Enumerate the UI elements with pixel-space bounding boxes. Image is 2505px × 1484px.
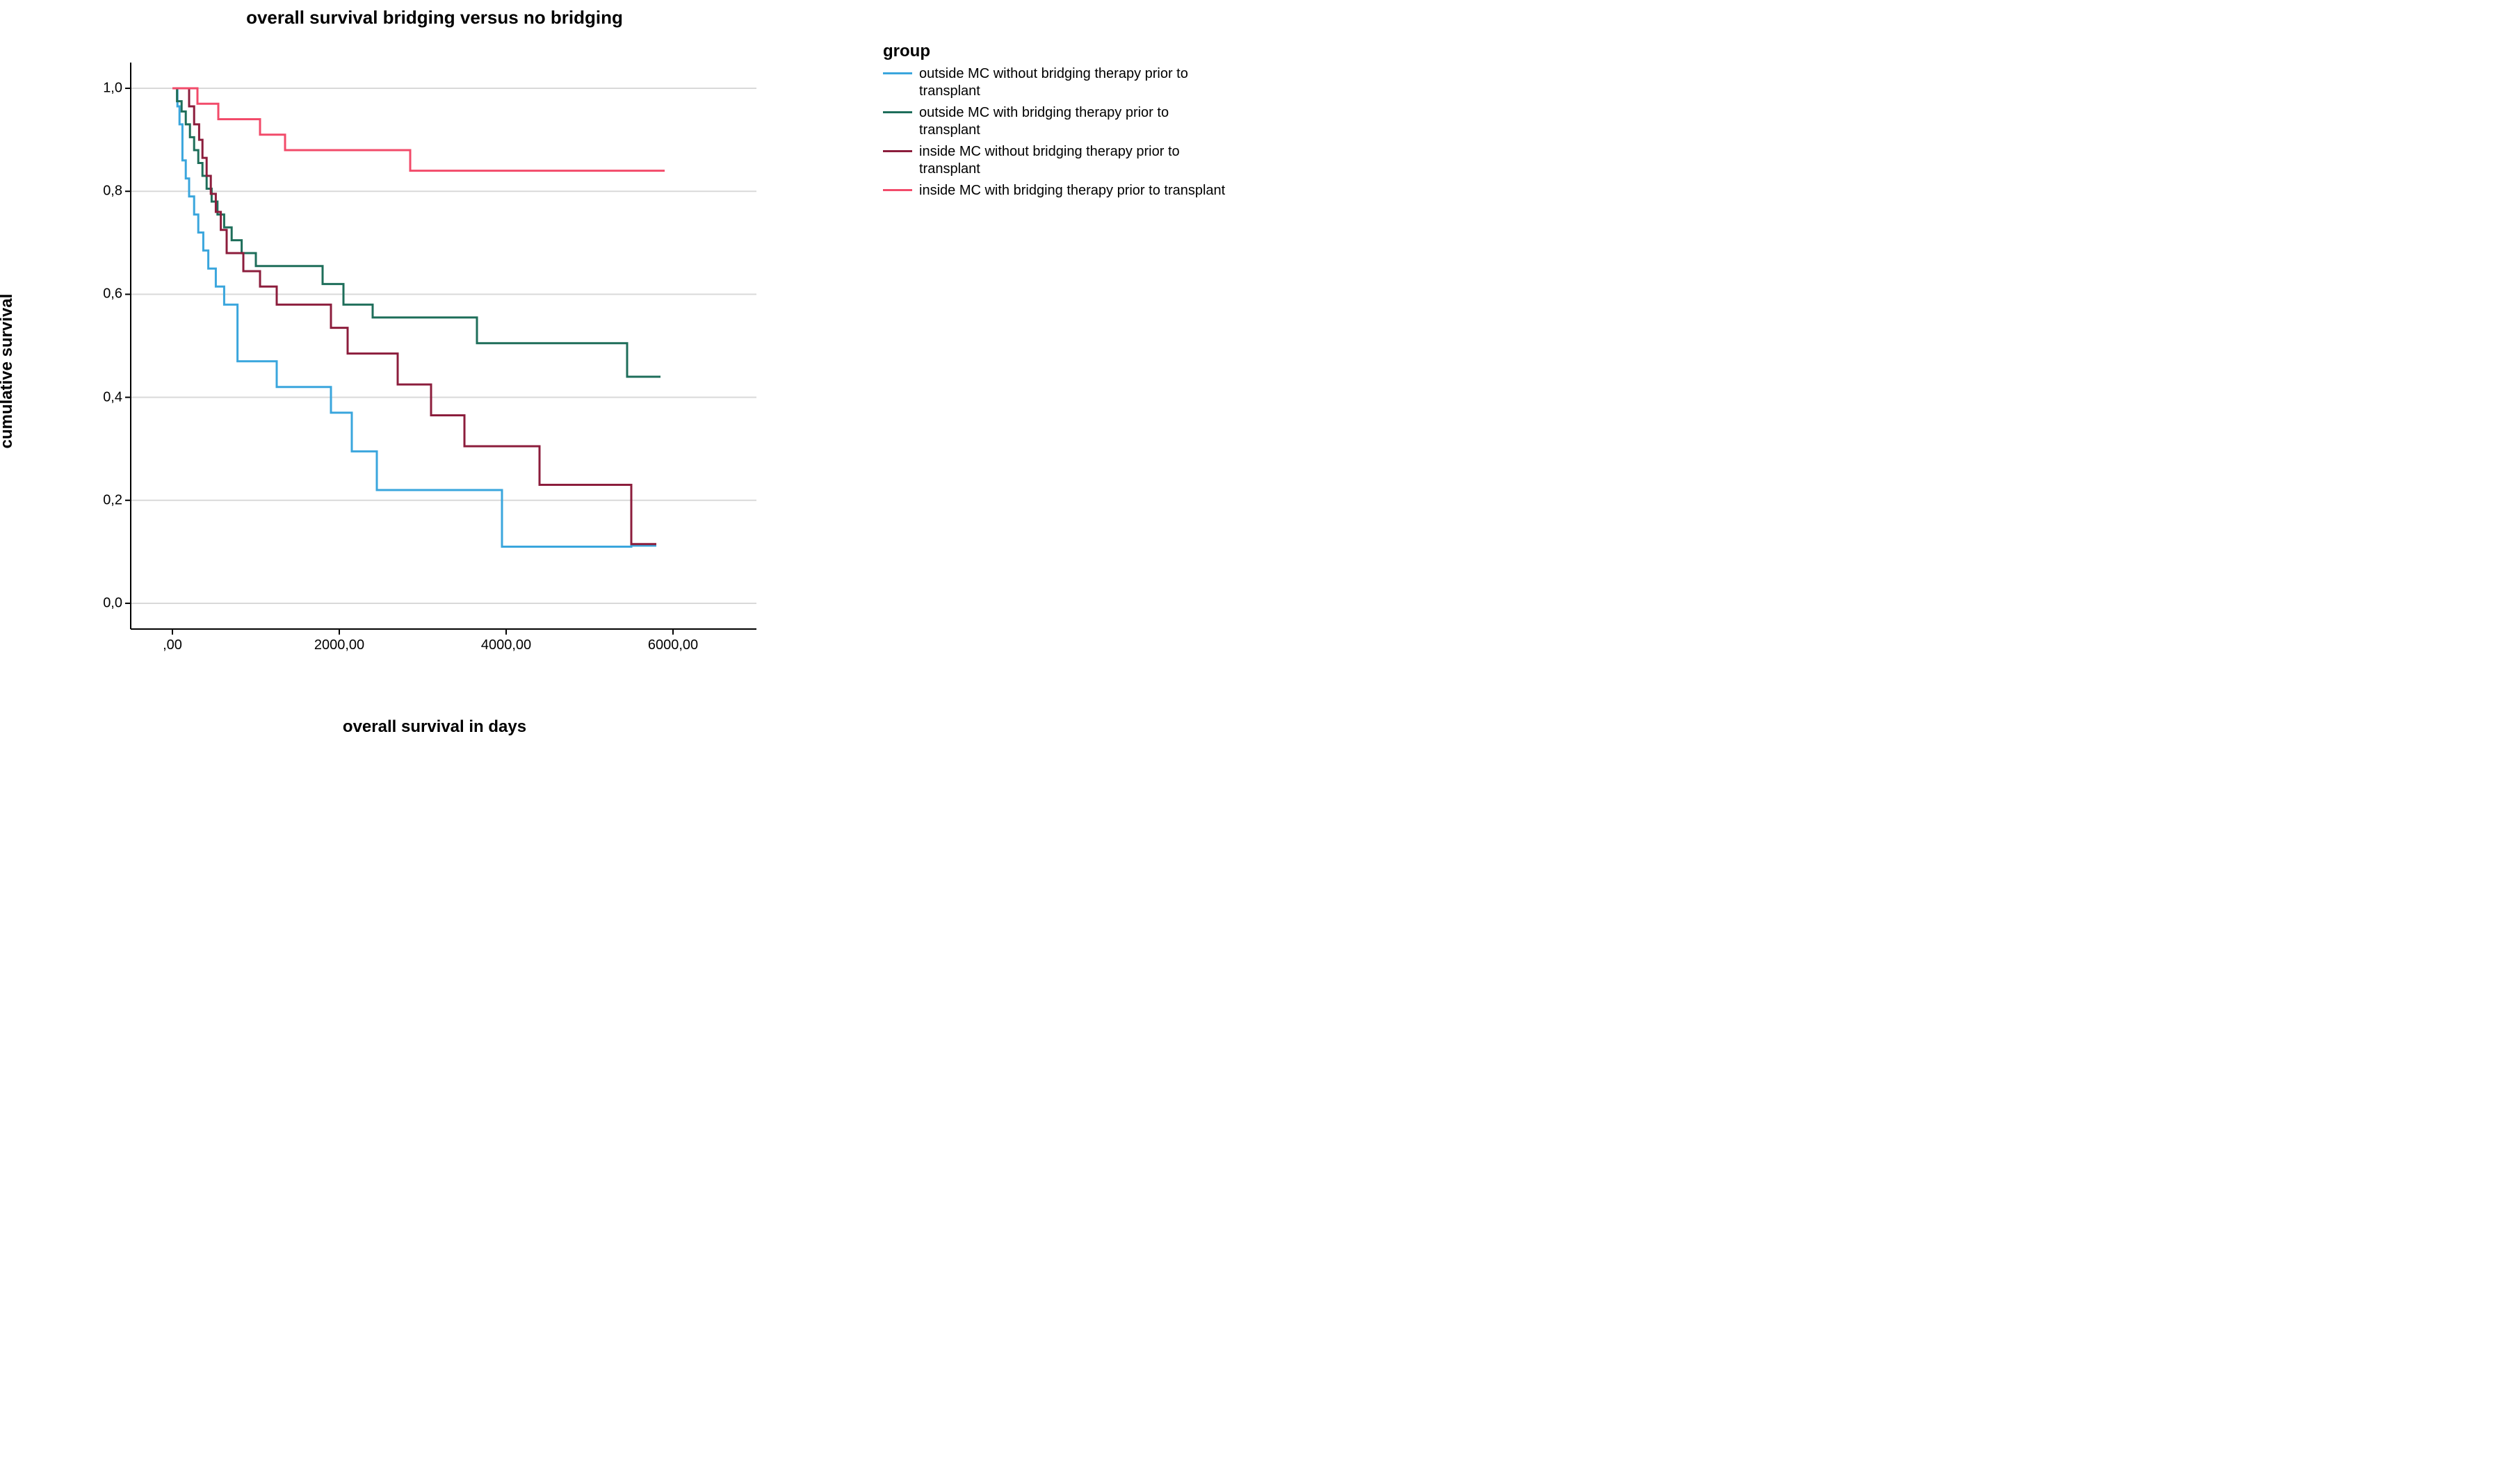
y-tick-label: 0,4 xyxy=(103,389,122,405)
x-tick-label: ,00 xyxy=(163,637,182,653)
x-tick-label: 2000,00 xyxy=(314,637,364,653)
legend-swatch xyxy=(883,72,912,74)
y-axis-label: cumulative survival xyxy=(0,294,17,449)
legend-swatch xyxy=(883,150,912,152)
y-tick-label: 1,0 xyxy=(103,81,122,97)
legend-swatch xyxy=(883,189,912,191)
legend-item: outside MC with bridging therapy prior t… xyxy=(883,104,1231,139)
x-tick-label: 4000,00 xyxy=(481,637,531,653)
y-tick-label: 0,0 xyxy=(103,595,122,611)
legend-title: group xyxy=(883,42,1231,61)
legend-label: inside MC without bridging therapy prior… xyxy=(919,143,1231,178)
plot-svg xyxy=(82,42,854,653)
legend-label: inside MC with bridging therapy prior to… xyxy=(919,182,1225,199)
plot-area: ,00 2000,00 4000,00 6000,00 0,0 0,2 0,4 0,6 0,8 1… xyxy=(82,42,854,653)
legend-item: inside MC without bridging therapy prior… xyxy=(883,143,1231,178)
chart-container: overall survival bridging versus no brid… xyxy=(0,0,1251,742)
chart-title: overall survival bridging versus no brid… xyxy=(0,7,869,28)
legend: group outside MC without bridging therap… xyxy=(883,42,1231,204)
legend-label: outside MC without bridging therapy prio… xyxy=(919,65,1231,100)
legend-swatch xyxy=(883,111,912,113)
y-tick-label: 0,8 xyxy=(103,184,122,199)
legend-item: inside MC with bridging therapy prior to… xyxy=(883,182,1231,199)
y-tick-label: 0,2 xyxy=(103,492,122,508)
x-tick-label: 6000,00 xyxy=(648,637,698,653)
y-tick-label: 0,6 xyxy=(103,286,122,302)
x-axis-label: overall survival in days xyxy=(0,717,869,737)
legend-label: outside MC with bridging therapy prior t… xyxy=(919,104,1231,139)
legend-item: outside MC without bridging therapy prio… xyxy=(883,65,1231,100)
